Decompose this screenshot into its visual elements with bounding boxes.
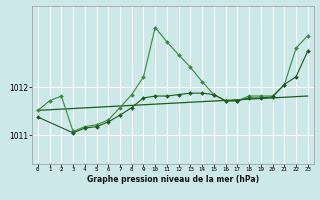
X-axis label: Graphe pression niveau de la mer (hPa): Graphe pression niveau de la mer (hPa) [87,175,259,184]
